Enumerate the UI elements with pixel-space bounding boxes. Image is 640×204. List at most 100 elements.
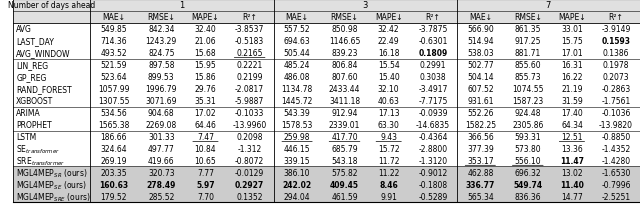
Text: 0.1593: 0.1593 [602, 37, 630, 46]
Text: 824.75: 824.75 [148, 49, 175, 58]
Text: -13.9960: -13.9960 [232, 121, 267, 130]
Text: PROPHET: PROPHET [16, 121, 52, 130]
Text: 714.36: 714.36 [100, 37, 127, 46]
Text: -2.5251: -2.5251 [602, 192, 630, 201]
Text: 9.43: 9.43 [380, 132, 397, 141]
Text: 1578.53: 1578.53 [282, 121, 313, 130]
Text: 377.39: 377.39 [467, 144, 493, 153]
Text: 32.40: 32.40 [195, 25, 216, 34]
Text: 409.45: 409.45 [330, 180, 359, 189]
Text: MAPE↓: MAPE↓ [558, 13, 586, 22]
Text: -0.1033: -0.1033 [235, 109, 264, 118]
Text: 0.2927: 0.2927 [235, 180, 264, 189]
Text: 13.02: 13.02 [561, 168, 583, 177]
Text: -0.1808: -0.1808 [419, 180, 447, 189]
Text: MAE↓: MAE↓ [285, 13, 308, 22]
Text: 493.52: 493.52 [100, 49, 127, 58]
Text: 15.40: 15.40 [378, 73, 399, 82]
Text: -0.8072: -0.8072 [235, 156, 264, 165]
Text: 1582.25: 1582.25 [465, 121, 496, 130]
Text: -1.4280: -1.4280 [602, 156, 630, 165]
Text: -0.9012: -0.9012 [419, 168, 447, 177]
Text: 1565.38: 1565.38 [98, 121, 129, 130]
Text: 565.34: 565.34 [467, 192, 493, 201]
Text: 10.65: 10.65 [195, 156, 216, 165]
Text: 2339.01: 2339.01 [329, 121, 360, 130]
Text: 575.82: 575.82 [332, 168, 358, 177]
Text: 11.47: 11.47 [560, 156, 584, 165]
Text: -13.9820: -13.9820 [599, 121, 633, 130]
Text: -0.5183: -0.5183 [235, 37, 264, 46]
Text: 16.31: 16.31 [561, 61, 583, 70]
Text: 13.36: 13.36 [561, 144, 583, 153]
Text: 32.10: 32.10 [378, 85, 399, 94]
Text: 16.22: 16.22 [561, 73, 582, 82]
Text: -0.5289: -0.5289 [419, 192, 447, 201]
Text: $\mathrm{SE}_{{\mathit{{transformer}}}}$: $\mathrm{SE}_{{\mathit{{transformer}}}}$ [16, 143, 60, 155]
Text: -3.8537: -3.8537 [235, 25, 264, 34]
Text: 1: 1 [179, 1, 184, 10]
Text: 285.52: 285.52 [148, 192, 175, 201]
Text: 0.2221: 0.2221 [237, 61, 263, 70]
Text: 904.68: 904.68 [148, 109, 175, 118]
Text: 1134.78: 1134.78 [282, 85, 313, 94]
Text: $\mathrm{{MGL4MEP}}_{{SE}}$ (ours): $\mathrm{{MGL4MEP}}_{{SE}}$ (ours) [16, 178, 87, 191]
Text: 0.2165: 0.2165 [236, 49, 263, 58]
Text: 1243.29: 1243.29 [146, 37, 177, 46]
Text: 186.66: 186.66 [100, 132, 127, 141]
Text: -0.0129: -0.0129 [235, 168, 264, 177]
Text: 538.03: 538.03 [467, 49, 493, 58]
Text: 2269.08: 2269.08 [146, 121, 177, 130]
Text: 0.1386: 0.1386 [603, 49, 629, 58]
Text: 556.10: 556.10 [515, 156, 541, 165]
Text: MAE↓: MAE↓ [102, 13, 125, 22]
Text: 557.52: 557.52 [284, 25, 310, 34]
Text: 607.52: 607.52 [467, 85, 493, 94]
Text: 7.47: 7.47 [197, 132, 214, 141]
Text: 497.77: 497.77 [148, 144, 175, 153]
Text: 0.1809: 0.1809 [419, 49, 447, 58]
Text: 21.19: 21.19 [561, 85, 582, 94]
Text: 446.15: 446.15 [284, 144, 310, 153]
Text: 12.51: 12.51 [561, 132, 582, 141]
Text: -2.0817: -2.0817 [235, 85, 264, 94]
Text: 534.56: 534.56 [100, 109, 127, 118]
Text: -7.7175: -7.7175 [418, 97, 447, 106]
Text: 685.79: 685.79 [332, 144, 358, 153]
Text: 15.95: 15.95 [195, 61, 216, 70]
Text: 0.3038: 0.3038 [420, 73, 446, 82]
Text: 1146.65: 1146.65 [329, 37, 360, 46]
Text: 931.61: 931.61 [467, 97, 493, 106]
Text: 0.2991: 0.2991 [420, 61, 446, 70]
Text: 9.91: 9.91 [380, 192, 397, 201]
Text: 1445.72: 1445.72 [282, 97, 313, 106]
Text: -0.8850: -0.8850 [602, 132, 631, 141]
Text: 8.46: 8.46 [380, 180, 398, 189]
Text: 278.49: 278.49 [147, 180, 176, 189]
Text: 29.76: 29.76 [195, 85, 216, 94]
Text: 881.71: 881.71 [515, 49, 541, 58]
Text: 64.34: 64.34 [561, 121, 583, 130]
Text: 0.2073: 0.2073 [603, 73, 629, 82]
Text: 855.73: 855.73 [515, 73, 541, 82]
Text: 1057.99: 1057.99 [98, 85, 130, 94]
Text: GP_REG: GP_REG [16, 73, 47, 82]
Text: 11.22: 11.22 [378, 168, 399, 177]
Text: 63.30: 63.30 [378, 121, 399, 130]
Text: 505.44: 505.44 [284, 49, 310, 58]
Text: 924.48: 924.48 [515, 109, 541, 118]
Text: RAND_FOREST: RAND_FOREST [16, 85, 72, 94]
Text: 31.59: 31.59 [561, 97, 583, 106]
Text: 7.77: 7.77 [197, 168, 214, 177]
Text: 836.36: 836.36 [515, 192, 541, 201]
Text: LIN_REG: LIN_REG [16, 61, 48, 70]
Text: 3411.18: 3411.18 [329, 97, 360, 106]
Text: 839.23: 839.23 [332, 49, 358, 58]
Text: 696.32: 696.32 [515, 168, 541, 177]
Text: MAPE↓: MAPE↓ [191, 13, 220, 22]
Text: -0.6301: -0.6301 [418, 37, 447, 46]
Text: 462.88: 462.88 [467, 168, 493, 177]
Text: 694.63: 694.63 [284, 37, 310, 46]
Text: 11.72: 11.72 [378, 156, 399, 165]
Text: ARIMA: ARIMA [16, 109, 41, 118]
